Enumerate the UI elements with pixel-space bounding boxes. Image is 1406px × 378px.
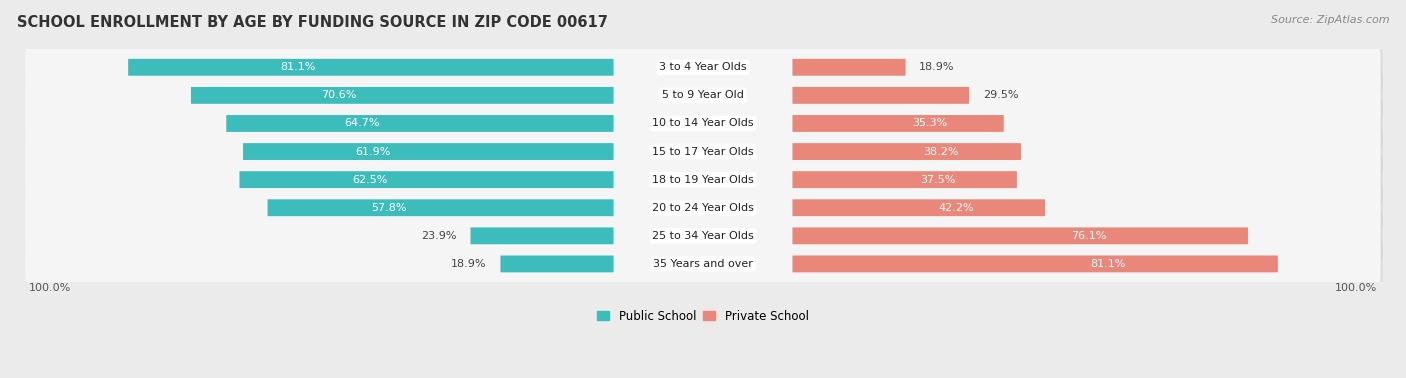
Text: 100.0%: 100.0% xyxy=(28,283,72,293)
Text: 100.0%: 100.0% xyxy=(1334,283,1378,293)
Text: Source: ZipAtlas.com: Source: ZipAtlas.com xyxy=(1271,15,1389,25)
FancyBboxPatch shape xyxy=(27,126,1382,177)
FancyBboxPatch shape xyxy=(27,70,1382,121)
Text: 57.8%: 57.8% xyxy=(371,203,406,213)
FancyBboxPatch shape xyxy=(793,199,1045,216)
Text: 20 to 24 Year Olds: 20 to 24 Year Olds xyxy=(652,203,754,213)
FancyBboxPatch shape xyxy=(191,87,613,104)
FancyBboxPatch shape xyxy=(27,211,1382,261)
FancyBboxPatch shape xyxy=(471,228,613,244)
Text: 64.7%: 64.7% xyxy=(344,118,380,129)
Text: 61.9%: 61.9% xyxy=(356,147,391,156)
Text: 42.2%: 42.2% xyxy=(939,203,974,213)
FancyBboxPatch shape xyxy=(793,115,1004,132)
FancyBboxPatch shape xyxy=(25,239,1381,289)
Text: 23.9%: 23.9% xyxy=(422,231,457,241)
Text: 18 to 19 Year Olds: 18 to 19 Year Olds xyxy=(652,175,754,184)
Text: 29.5%: 29.5% xyxy=(983,90,1018,101)
FancyBboxPatch shape xyxy=(25,211,1381,261)
FancyBboxPatch shape xyxy=(27,183,1382,233)
FancyBboxPatch shape xyxy=(226,115,613,132)
FancyBboxPatch shape xyxy=(243,143,613,160)
FancyBboxPatch shape xyxy=(25,42,1381,93)
Text: 70.6%: 70.6% xyxy=(321,90,357,101)
FancyBboxPatch shape xyxy=(793,59,905,76)
FancyBboxPatch shape xyxy=(25,70,1381,121)
FancyBboxPatch shape xyxy=(793,256,1278,273)
Text: 25 to 34 Year Olds: 25 to 34 Year Olds xyxy=(652,231,754,241)
Text: 37.5%: 37.5% xyxy=(921,175,956,184)
FancyBboxPatch shape xyxy=(793,228,1249,244)
FancyBboxPatch shape xyxy=(27,154,1382,205)
FancyBboxPatch shape xyxy=(793,143,1021,160)
FancyBboxPatch shape xyxy=(239,171,613,188)
FancyBboxPatch shape xyxy=(501,256,613,273)
FancyBboxPatch shape xyxy=(27,42,1382,93)
Text: 3 to 4 Year Olds: 3 to 4 Year Olds xyxy=(659,62,747,72)
Text: 76.1%: 76.1% xyxy=(1071,231,1107,241)
Text: 15 to 17 Year Olds: 15 to 17 Year Olds xyxy=(652,147,754,156)
FancyBboxPatch shape xyxy=(793,87,969,104)
Text: 18.9%: 18.9% xyxy=(451,259,486,269)
Text: 35.3%: 35.3% xyxy=(912,118,948,129)
FancyBboxPatch shape xyxy=(27,239,1382,289)
FancyBboxPatch shape xyxy=(25,183,1381,233)
Text: 81.1%: 81.1% xyxy=(280,62,316,72)
Text: 5 to 9 Year Old: 5 to 9 Year Old xyxy=(662,90,744,101)
FancyBboxPatch shape xyxy=(25,126,1381,177)
FancyBboxPatch shape xyxy=(128,59,613,76)
Text: 81.1%: 81.1% xyxy=(1090,259,1126,269)
FancyBboxPatch shape xyxy=(25,154,1381,205)
FancyBboxPatch shape xyxy=(267,199,613,216)
FancyBboxPatch shape xyxy=(27,98,1382,149)
Legend: Public School, Private School: Public School, Private School xyxy=(593,305,813,328)
Text: 35 Years and over: 35 Years and over xyxy=(652,259,754,269)
Text: 10 to 14 Year Olds: 10 to 14 Year Olds xyxy=(652,118,754,129)
Text: 38.2%: 38.2% xyxy=(924,147,959,156)
Text: 62.5%: 62.5% xyxy=(353,175,388,184)
FancyBboxPatch shape xyxy=(25,98,1381,149)
FancyBboxPatch shape xyxy=(793,171,1017,188)
Text: 18.9%: 18.9% xyxy=(920,62,955,72)
Text: SCHOOL ENROLLMENT BY AGE BY FUNDING SOURCE IN ZIP CODE 00617: SCHOOL ENROLLMENT BY AGE BY FUNDING SOUR… xyxy=(17,15,607,30)
